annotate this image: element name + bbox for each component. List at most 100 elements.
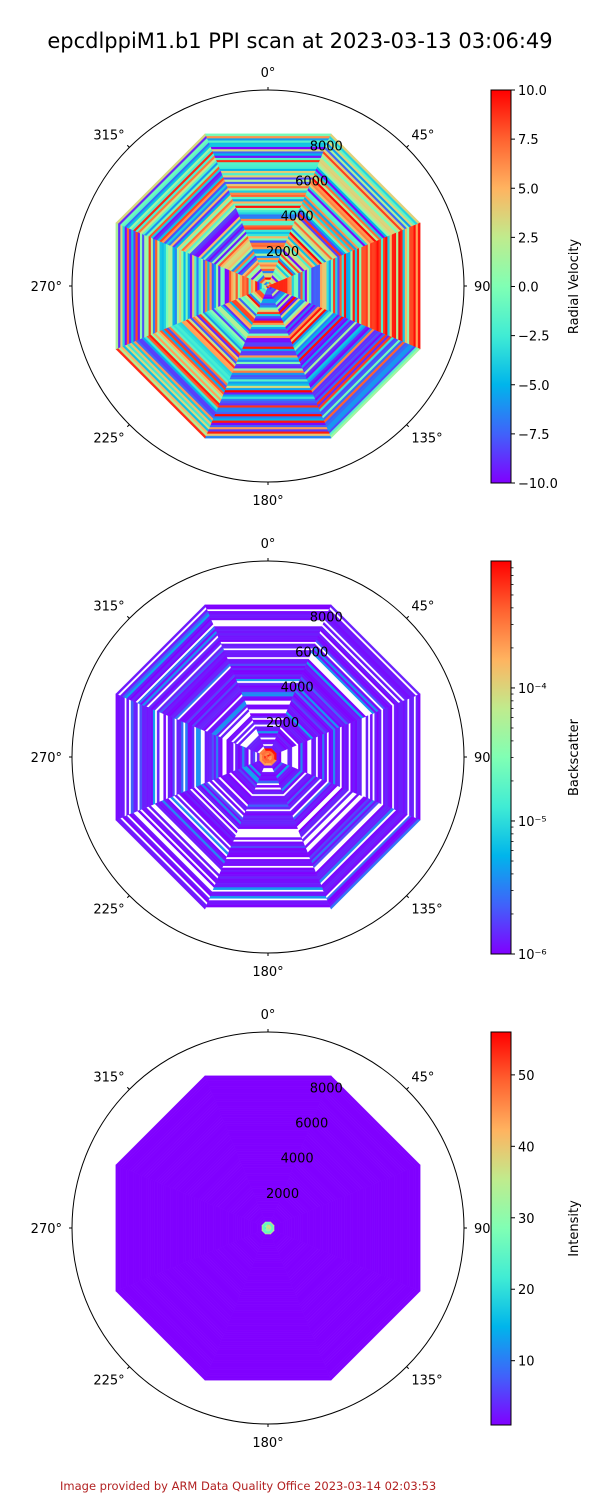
scan-cell <box>232 1310 304 1314</box>
scan-cell <box>254 1222 258 1234</box>
scan-cell <box>239 1216 243 1240</box>
scan-cell <box>213 1097 323 1100</box>
scan-cell <box>252 1262 284 1266</box>
scan-cell <box>389 705 393 809</box>
scan-cell <box>387 706 390 808</box>
scan-cell <box>256 1201 280 1205</box>
scan-cell <box>211 1360 325 1364</box>
scan-cell <box>387 235 390 337</box>
scan-cell <box>261 1212 275 1216</box>
scan-cell <box>115 133 207 225</box>
scan-cell <box>210 1090 326 1094</box>
scan-cell <box>264 1219 272 1222</box>
scan-cell <box>193 255 197 317</box>
scan-cell <box>233 1308 303 1311</box>
scan-cell <box>243 813 293 816</box>
scan-cell <box>229 663 307 666</box>
scan-cell <box>385 707 388 807</box>
scan-cell <box>257 778 279 782</box>
scan-cell <box>247 1179 289 1183</box>
scan-cell <box>234 1306 302 1309</box>
scan-cell <box>228 1132 308 1135</box>
scan-cell <box>210 893 326 897</box>
scan-cell <box>154 238 158 334</box>
scan-cell <box>223 861 313 864</box>
scan-cell <box>161 1183 164 1273</box>
scan-cell <box>291 1216 295 1240</box>
scan-cell <box>139 703 143 811</box>
scan-cell <box>254 316 282 319</box>
scan-cell <box>253 318 283 321</box>
theta-tick-label: 270° <box>31 751 62 766</box>
scan-cell <box>247 802 289 805</box>
scan-cell <box>143 1176 147 1280</box>
scan-cell <box>126 1169 130 1287</box>
scan-cell <box>135 701 138 813</box>
scan-cell <box>212 416 324 419</box>
scan-cell <box>219 708 250 739</box>
scan-cell <box>242 1286 294 1290</box>
scan-cell <box>352 720 356 794</box>
scan-cell <box>236 1301 300 1305</box>
scan-cell <box>219 872 317 875</box>
scan-cell <box>256 281 260 291</box>
scan-cell <box>156 239 160 333</box>
scan-cell <box>187 252 190 320</box>
scan-cell <box>237 726 257 746</box>
scan-cell <box>235 1303 301 1307</box>
scan-cell <box>246 806 290 810</box>
scan-cell <box>211 418 325 421</box>
scan-cell <box>258 735 278 738</box>
scan-cell <box>235 272 238 300</box>
radial-tick-label: 8000 <box>310 139 343 154</box>
scan-cell <box>339 1197 343 1259</box>
scan-cell <box>346 1194 349 1262</box>
scan-cell <box>247 331 289 334</box>
scan-cell <box>333 1199 336 1257</box>
scan-cell <box>206 695 244 733</box>
scan-cell <box>169 1187 173 1269</box>
theta-tick-label: 0° <box>261 66 276 81</box>
scan-cell <box>222 863 314 866</box>
scan-cell <box>250 749 254 765</box>
scan-cell <box>228 661 308 664</box>
scan-cell <box>242 1166 294 1170</box>
scan-cell <box>222 1334 314 1337</box>
scan-cell <box>132 700 136 814</box>
scan-cell <box>143 234 147 338</box>
scan-cell <box>324 261 327 311</box>
scan-cell <box>232 672 304 675</box>
scan-cell <box>234 1147 302 1150</box>
scan-cell <box>383 1179 386 1277</box>
scan-cell <box>387 1177 390 1279</box>
scan-cell <box>246 335 290 339</box>
scan-cell <box>206 260 210 312</box>
scan-cell <box>374 711 377 803</box>
scan-cell <box>354 719 358 795</box>
scan-cell <box>215 880 321 884</box>
scan-cell <box>262 296 274 300</box>
scan-cell <box>238 353 298 356</box>
scan-cell <box>230 372 306 376</box>
scan-cell <box>178 1190 182 1266</box>
scan-cell <box>141 233 145 339</box>
scan-cell <box>253 1260 283 1264</box>
scan-cell <box>215 735 219 779</box>
scan-cell <box>206 731 210 783</box>
scan-cell <box>242 695 294 699</box>
scan-cell <box>246 747 249 767</box>
scan-cell <box>189 724 193 790</box>
scan-cell <box>247 804 289 808</box>
scan-cell <box>252 1221 256 1235</box>
scan-cell <box>237 744 240 770</box>
scan-cell <box>257 307 279 311</box>
scan-cell <box>224 388 312 391</box>
theta-tick-label: 180° <box>252 1436 283 1451</box>
scan-cell <box>343 1195 347 1261</box>
scan-cell <box>409 226 412 346</box>
scan-cell <box>145 235 149 337</box>
scan-cell <box>244 229 292 232</box>
colorbar-gradient <box>490 89 512 484</box>
scan-cell <box>372 1183 375 1273</box>
